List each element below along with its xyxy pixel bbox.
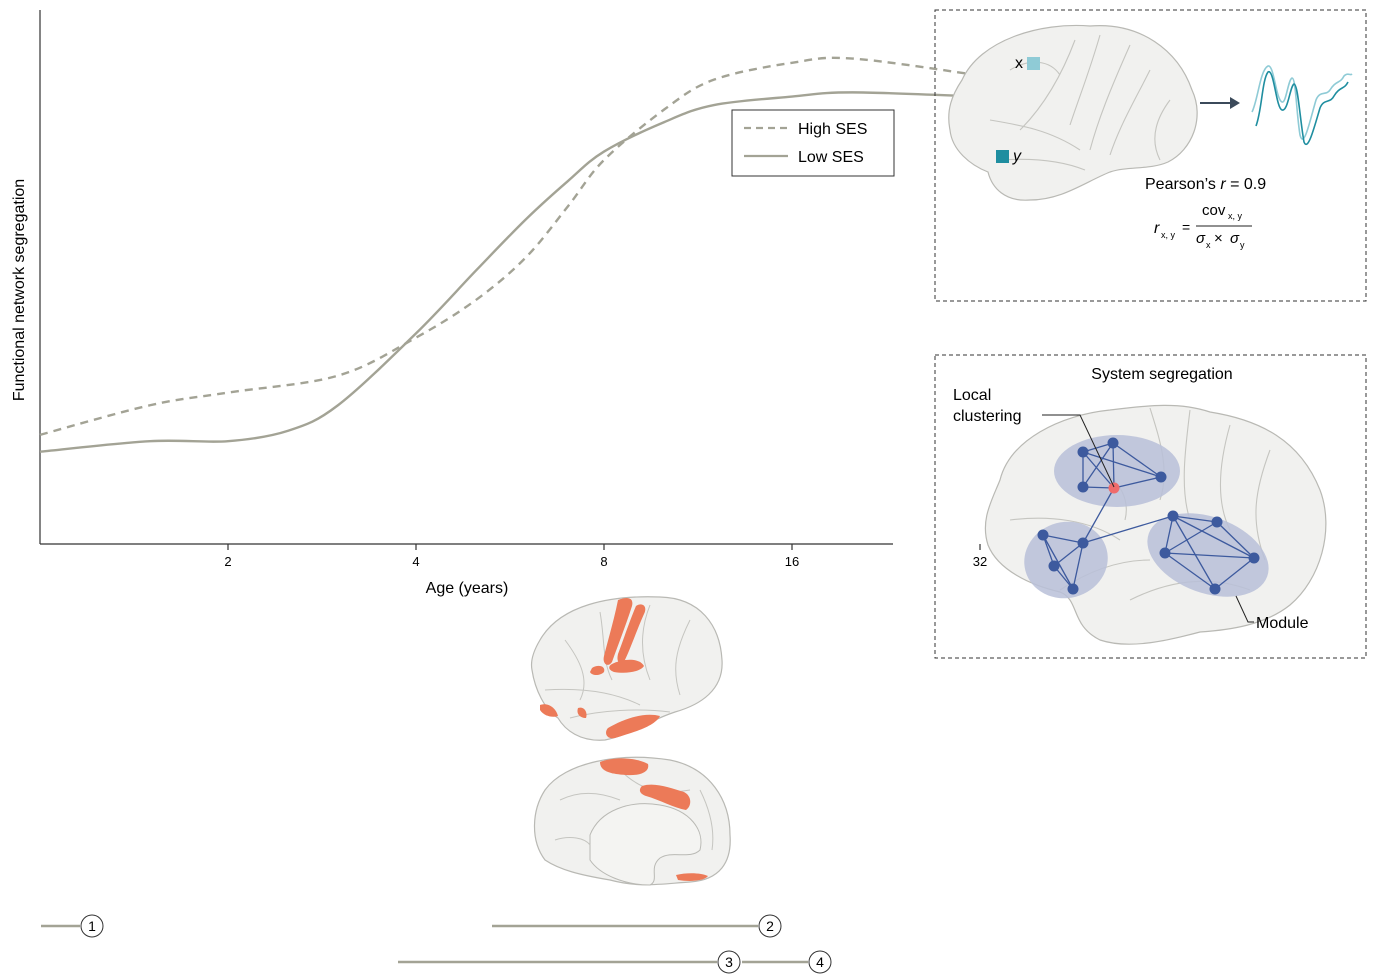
network-edge (1164, 552, 1216, 590)
x-tick-label: 2 (224, 554, 231, 569)
network-edge (1082, 442, 1114, 488)
formula-sigma-y: σ (1230, 230, 1240, 247)
network-node (1248, 552, 1260, 564)
x-tick-label: 4 (412, 554, 419, 569)
network-edge (1113, 476, 1162, 489)
legend-box (731, 109, 895, 177)
period-3-marker (717, 950, 741, 974)
network-edge (1112, 442, 1115, 489)
segregation-panel-border (934, 354, 1367, 659)
correlation-formula: r x, y = cov x, y σ x × σ y (1154, 202, 1252, 250)
segregation-age-chart: Functional network segregation Age (year… (11, 10, 987, 597)
label-clustering: clustering (953, 408, 1021, 425)
system-segregation-panel: System segregation Local clustering Modu… (934, 354, 1367, 659)
network-edge (1172, 515, 1218, 523)
network-node (1211, 516, 1223, 528)
region-x-marker (1027, 57, 1040, 70)
pearson-label: Pearson’s r = 0.9 (1145, 176, 1266, 193)
legend-label-high-ses: High SES (798, 121, 867, 138)
y-axis-label: Functional network segregation (11, 179, 28, 401)
network-edge (1112, 442, 1162, 478)
label-local: Local (953, 387, 991, 404)
network-node (1159, 547, 1171, 559)
label-y: y (1012, 148, 1022, 165)
network-node (1209, 583, 1221, 595)
x-tick-label: 16 (785, 554, 799, 569)
network-edge (1172, 515, 1216, 590)
formula-numerator: cov (1202, 202, 1226, 219)
medial-brain-highlight (533, 756, 731, 886)
period-1-marker (80, 914, 104, 938)
network-edge (1082, 487, 1115, 544)
period-4-label: 4 (816, 954, 824, 970)
module-leader (1235, 595, 1254, 623)
time-series-icon (1251, 65, 1353, 146)
network-node (1167, 510, 1179, 522)
period-4-marker (808, 950, 832, 974)
formula-equals: = (1182, 219, 1190, 235)
formula-times: × (1214, 230, 1223, 247)
series-line-low-ses (39, 91, 981, 453)
formula-sigma-x-subscript: x (1206, 240, 1211, 250)
x-axis-label: Age (years) (426, 580, 509, 597)
lateral-brain-highlight (530, 596, 723, 741)
network-edge (1072, 542, 1084, 590)
series-line-high-ses (39, 56, 981, 437)
formula-sigma-y-subscript: y (1240, 240, 1245, 250)
formula-r-subscript: x, y (1161, 230, 1176, 240)
network-edge (1164, 515, 1174, 554)
formula-r: r (1154, 220, 1160, 237)
period-3-label: 3 (725, 954, 733, 970)
arrow-icon (1200, 97, 1240, 109)
label-module: Module (1256, 615, 1309, 632)
x-tick-label: 32 (973, 554, 987, 569)
network-node (1155, 471, 1167, 483)
network-edge (1214, 557, 1255, 590)
x-ticks: 2 4 8 16 32 (224, 544, 987, 569)
local-clustering-node (1108, 482, 1120, 494)
formula-sigma-x: σ (1196, 230, 1206, 247)
period-2-marker (758, 914, 782, 938)
series-layer (39, 56, 981, 453)
network-edge (1082, 515, 1174, 544)
network-edge (1164, 552, 1255, 559)
network-node (1077, 537, 1089, 549)
network-node (1077, 446, 1089, 458)
network-node (1048, 560, 1060, 572)
correlation-panel-border (934, 9, 1367, 302)
network-edges (1042, 442, 1255, 590)
network-edge (1216, 521, 1255, 559)
formula-numerator-subscript: x, y (1228, 211, 1243, 221)
age-period-timeline: 1 2 3 4 (41, 914, 832, 974)
network-node (1077, 481, 1089, 493)
segregation-title: System segregation (1091, 366, 1232, 383)
network-edge (1042, 534, 1074, 590)
correlation-panel: x y Pearson’s r = 0.9 r x, y = cov x, y … (934, 9, 1367, 302)
network-edge (1164, 521, 1218, 554)
lateral-brain-icon (948, 24, 1198, 201)
network-edge (1172, 515, 1255, 559)
network-edge (1082, 451, 1162, 478)
period-2-label: 2 (766, 918, 774, 934)
legend: High SES Low SES (731, 109, 895, 177)
label-x: x (1015, 55, 1023, 72)
network-node (1107, 437, 1119, 449)
network-edge (1042, 534, 1084, 544)
local-clustering-leader (1042, 414, 1115, 488)
network-edge (1082, 451, 1115, 489)
network-node (1037, 529, 1049, 541)
network-nodes (1037, 437, 1260, 595)
network-node (1067, 583, 1079, 595)
period-1-label: 1 (88, 918, 96, 934)
x-tick-label: 8 (600, 554, 607, 569)
legend-label-low-ses: Low SES (798, 149, 864, 166)
region-y-marker (996, 150, 1009, 163)
